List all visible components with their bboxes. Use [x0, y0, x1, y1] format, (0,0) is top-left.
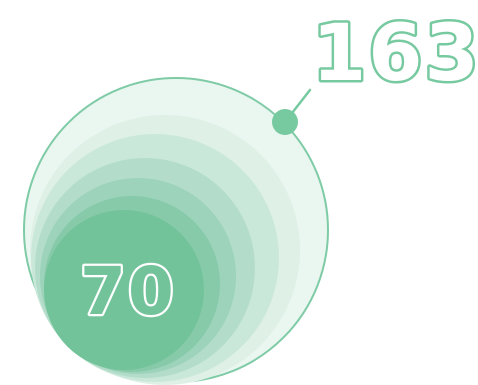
min-value-label: 70: [80, 253, 176, 330]
core-circle: [44, 210, 204, 370]
max-value-label: 163: [312, 9, 478, 99]
connector-dot: [272, 109, 298, 135]
